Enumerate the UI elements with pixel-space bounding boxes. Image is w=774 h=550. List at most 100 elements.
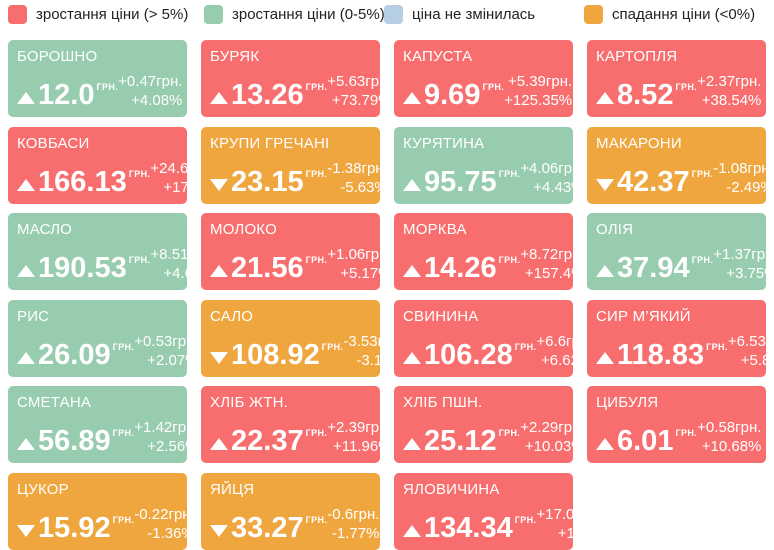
price-main: 106.28 ГРН. <box>403 340 536 370</box>
product-tile[interactable]: МОРКВА 14.26 ГРН. +8.72грн. +157.4% <box>394 213 585 291</box>
trend-up-arrow-icon <box>596 265 614 278</box>
currency-label: ГРН. <box>482 82 505 92</box>
change-block: -0.6грн. -1.77% <box>327 505 379 543</box>
legend-item-fall: спадання ціни (<0%) <box>584 3 755 25</box>
product-tile[interactable]: КРУПИ ГРЕЧАНІ 23.15 ГРН. -1.38грн. -5.63% <box>201 126 388 204</box>
price-value: 95.75 <box>424 165 497 198</box>
product-tile[interactable]: КУРЯТИНА 95.75 ГРН. +4.06грн. +4.43% <box>394 126 585 204</box>
price-main: 22.37 ГРН. <box>210 427 327 456</box>
price-row: 12.0 ГРН. +0.47грн. +4.08% <box>17 72 182 110</box>
change-block: +6.6грн. +6.62% <box>536 332 592 370</box>
change-block: +0.53грн. +2.07% <box>134 332 198 370</box>
trend-down-arrow-icon <box>596 178 614 191</box>
price-value: 134.34 <box>424 511 513 544</box>
legend-swatch-icon <box>384 4 403 24</box>
price-value: 42.37 <box>617 165 690 198</box>
currency-label: ГРН. <box>498 255 521 266</box>
change-pct: +10.03% <box>524 438 585 456</box>
product-tile[interactable]: БОРОШНО 12.0 ГРН. +0.47грн. +4.08% <box>8 40 187 117</box>
change-uah: +17.01грн. <box>536 505 609 523</box>
legend-item-rise-over-5: зростання ціни (> 5%) <box>8 3 188 25</box>
product-name: КАРТОПЛЯ <box>596 48 678 65</box>
currency-label: ГРН. <box>305 168 328 179</box>
change-block: +8.72грн. +157.4% <box>520 245 584 283</box>
change-pct: +73.79% <box>331 92 392 109</box>
product-tile[interactable]: МАКАРОНИ 42.37 ГРН. -1.08грн. -2.49% <box>587 126 774 204</box>
product-tile[interactable]: ХЛІБ ЖТН. 22.37 ГРН. +2.39грн. +11.96% <box>201 386 392 464</box>
change-block: +6.53грн. +5.81% <box>728 332 774 370</box>
product-name: МАКАРОНИ <box>596 134 682 152</box>
price-row: 8.52 ГРН. +2.37грн. +38.54% <box>596 72 761 110</box>
product-tile[interactable]: КАРТОПЛЯ 8.52 ГРН. +2.37грн. +38.54% <box>587 40 766 117</box>
change-block: +0.47грн. +4.08% <box>118 72 182 110</box>
price-value: 23.15 <box>231 165 304 198</box>
price-value: 26.09 <box>38 338 111 371</box>
trend-up-arrow-icon <box>403 351 421 364</box>
product-name: ЯЙЦЯ <box>210 480 255 498</box>
product-name: МОРКВА <box>403 221 467 239</box>
product-tile[interactable]: КАПУСТА 9.69 ГРН. +5.39грн. +125.35% <box>394 40 573 117</box>
trend-down-arrow-icon <box>17 524 35 537</box>
trend-up-arrow-icon <box>596 92 614 104</box>
product-tile[interactable]: МАСЛО 190.53 ГРН. +8.51грн. +4.68% <box>8 213 215 291</box>
change-block: -3.53грн. -3.14% <box>343 332 403 370</box>
change-uah: +0.58грн. <box>697 419 762 437</box>
currency-label: ГРН. <box>321 341 344 352</box>
change-pct: -1.36% <box>147 524 195 542</box>
change-uah: +2.29грн. <box>520 419 585 437</box>
currency-label: ГРН. <box>498 428 521 439</box>
product-tile[interactable]: ЦУКОР 15.92 ГРН. -0.22грн. -1.36% <box>8 472 195 550</box>
price-row: 22.37 ГРН. +2.39грн. +11.96% <box>210 418 392 456</box>
currency-label: ГРН. <box>691 168 714 179</box>
product-tile[interactable]: ЦИБУЛЯ 6.01 ГРН. +0.58грн. +10.68% <box>587 386 766 464</box>
product-tile[interactable]: САЛО 108.92 ГРН. -3.53грн. -3.14% <box>201 299 404 377</box>
legend: зростання ціни (> 5%) зростання ціни (0-… <box>0 0 774 32</box>
price-main: 42.37 ГРН. <box>596 165 714 198</box>
price-value: 33.27 <box>231 511 304 544</box>
trend-up-arrow-icon <box>17 265 35 278</box>
product-tile[interactable]: ОЛІЯ 37.94 ГРН. +1.37грн. +3.75% <box>587 213 774 291</box>
product-tile[interactable]: РИС 26.09 ГРН. +0.53грн. +2.07% <box>8 299 199 377</box>
change-uah: +4.06грн. <box>520 159 585 177</box>
price-row: 26.09 ГРН. +0.53грн. +2.07% <box>17 332 199 371</box>
product-name: ОЛІЯ <box>596 221 634 239</box>
trend-down-arrow-icon <box>210 351 228 364</box>
product-tile[interactable]: ЯЛОВИЧИНА 134.34 ГРН. +17.01грн. +14.5% <box>394 472 609 550</box>
product-tile[interactable]: БУРЯК 13.26 ГРН. +5.63грн. +73.79% <box>201 40 392 117</box>
change-uah: -1.38грн. <box>327 159 388 177</box>
legend-swatch-icon <box>8 4 27 24</box>
product-tile[interactable]: КОВБАСИ 166.13 ГРН. +24.67грн. +17.44% <box>8 126 223 204</box>
change-uah: +0.53грн. <box>134 332 199 350</box>
trend-up-arrow-icon <box>403 524 421 537</box>
product-tile[interactable]: ЯЙЦЯ 33.27 ГРН. -0.6грн. -1.77% <box>201 472 380 550</box>
product-name: МАСЛО <box>17 221 73 239</box>
price-main: 166.13 ГРН. <box>17 167 150 197</box>
currency-label: ГРН. <box>675 428 698 439</box>
price-value: 9.69 <box>424 79 481 111</box>
product-tile[interactable]: ХЛІБ ПШН. 25.12 ГРН. +2.29грн. +10.03% <box>394 386 585 464</box>
price-value: 190.53 <box>38 252 127 285</box>
legend-swatch-icon <box>584 4 603 24</box>
change-block: +0.58грн. +10.68% <box>697 418 761 456</box>
product-name: БУРЯК <box>210 48 260 65</box>
product-tile[interactable]: МОЛОКО 21.56 ГРН. +1.06грн. +5.17% <box>201 213 392 291</box>
trend-up-arrow-icon <box>596 438 614 451</box>
price-main: 15.92 ГРН. <box>17 513 135 543</box>
product-tile[interactable]: СВИНИНА 106.28 ГРН. +6.6грн. +6.62% <box>394 299 592 377</box>
trend-up-arrow-icon <box>17 438 35 451</box>
trend-up-arrow-icon <box>17 178 35 191</box>
price-row: 166.13 ГРН. +24.67грн. +17.44% <box>17 159 223 197</box>
price-row: 9.69 ГРН. +5.39грн. +125.35% <box>403 72 572 111</box>
price-main: 190.53 ГРН. <box>17 254 150 283</box>
currency-label: ГРН. <box>498 168 521 179</box>
price-main: 33.27 ГРН. <box>210 511 327 544</box>
change-uah: -0.6грн. <box>327 505 380 523</box>
trend-up-arrow-icon <box>210 438 228 451</box>
product-tile[interactable]: СМЕТАНА 56.89 ГРН. +1.42грн. +2.56% <box>8 386 199 464</box>
price-row: 6.01 ГРН. +0.58грн. +10.68% <box>596 418 761 456</box>
price-value: 118.83 <box>617 338 705 371</box>
currency-label: ГРН. <box>112 514 135 525</box>
trend-up-arrow-icon <box>17 92 35 104</box>
